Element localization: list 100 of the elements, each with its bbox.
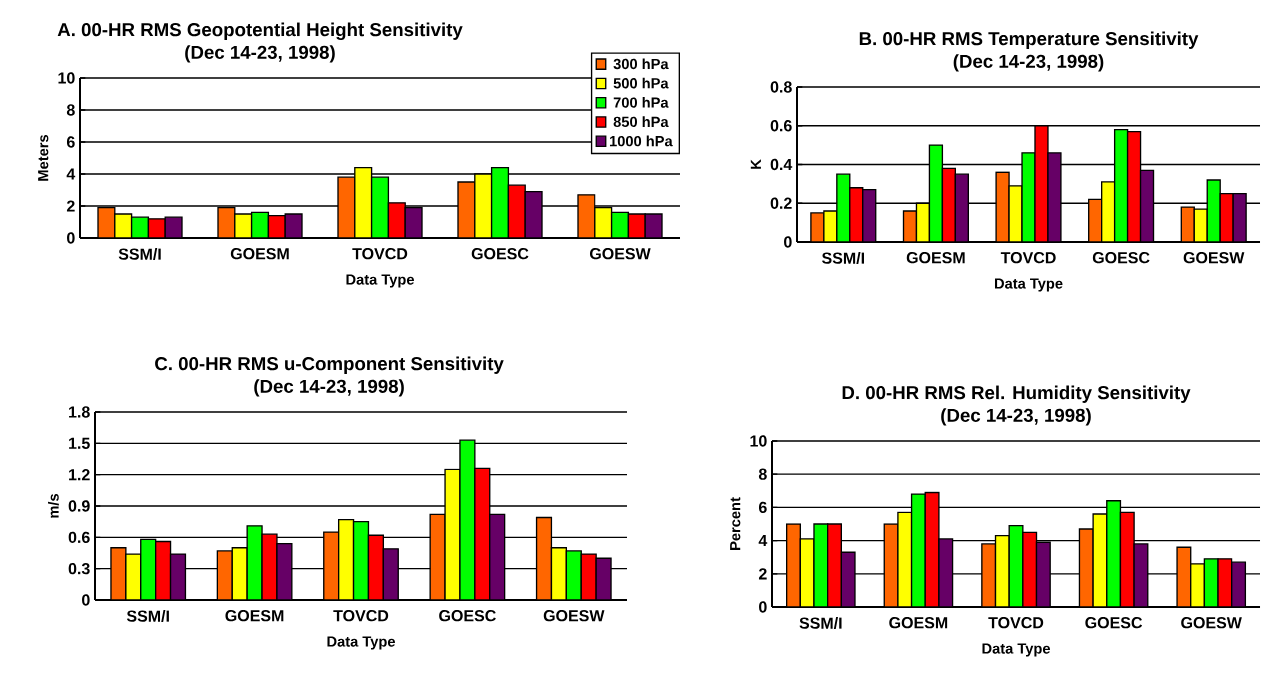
bar xyxy=(954,173,969,242)
bar xyxy=(994,534,1010,607)
bar xyxy=(1106,500,1122,607)
y-tick-label: 0.6 xyxy=(68,531,90,543)
y-tick-label: 1.5 xyxy=(69,437,90,449)
y-tick-label: 1.8 xyxy=(69,406,90,418)
bar xyxy=(489,513,506,600)
x-tick-label: TOVCD xyxy=(352,248,408,260)
bar xyxy=(507,184,526,238)
y-axis-title: K xyxy=(750,159,761,169)
y-tick-label: 1.2 xyxy=(69,469,90,481)
x-tick-label: GOESW xyxy=(1183,252,1245,264)
bar xyxy=(354,166,373,238)
y-tick-label: 0.3 xyxy=(68,563,90,575)
bar xyxy=(862,189,877,242)
bar xyxy=(474,173,493,238)
bar xyxy=(1113,128,1129,242)
bar xyxy=(370,176,390,238)
bar xyxy=(910,493,926,607)
bar xyxy=(154,540,172,600)
x-tick-label: GOESC xyxy=(471,248,529,260)
legend-label: 1000 hPa xyxy=(609,135,673,147)
chart-subtitle: (Dec 14-23, 1998) xyxy=(185,45,335,63)
bar xyxy=(169,553,187,600)
bar xyxy=(140,538,157,600)
y-axis-title: Meters xyxy=(38,134,49,181)
bar xyxy=(1035,541,1051,607)
bar xyxy=(337,518,355,600)
y-tick-label: 0 xyxy=(784,236,792,248)
x-tick-label: TOVCD xyxy=(333,610,389,622)
bar xyxy=(367,534,385,600)
bar xyxy=(216,550,233,600)
x-tick-label: GOESC xyxy=(1092,252,1150,264)
y-axis-title: Percent xyxy=(730,497,741,550)
legend-label: 300 hPa xyxy=(613,58,669,70)
y-tick-label: 0 xyxy=(67,232,75,244)
y-tick-label: 2 xyxy=(66,200,75,212)
bar xyxy=(535,516,553,600)
y-tick-label: 0.2 xyxy=(770,197,792,209)
bar xyxy=(826,523,842,607)
bar xyxy=(550,547,568,600)
x-tick-label: GOESW xyxy=(1181,617,1242,629)
y-tick-label: 8 xyxy=(758,468,767,480)
chart-title: A. 00-HR RMS Geopotential Height Sensitivity xyxy=(57,22,463,41)
x-tick-label: GOESW xyxy=(543,610,605,622)
y-tick-label: 0.9 xyxy=(68,500,90,512)
bar xyxy=(323,531,340,600)
y-axis-title: m/s xyxy=(47,493,59,518)
bar xyxy=(387,202,406,238)
legend-label: 500 hPa xyxy=(613,77,669,89)
x-tick-label: GOESM xyxy=(230,248,289,260)
chart-title: D. 00-HR RMS Rel. Humidity Sensitivity xyxy=(842,385,1191,403)
x-tick-label: GOESM xyxy=(889,617,948,629)
bar xyxy=(836,173,851,242)
y-tick-label: 4 xyxy=(66,168,76,180)
y-tick-label: 2 xyxy=(758,568,767,580)
x-tick-label: GOESM xyxy=(225,610,284,622)
x-tick-label: SSM/I xyxy=(126,610,169,622)
bar xyxy=(1231,561,1247,607)
y-tick-label: 6 xyxy=(66,136,75,148)
x-tick-label: GOESC xyxy=(439,610,496,622)
y-tick-label: 10 xyxy=(750,435,767,447)
x-tick-label: SSM/I xyxy=(118,248,161,260)
bar xyxy=(565,550,582,600)
x-axis-title: Data Type xyxy=(994,278,1063,292)
chart-title: B. 00-HR RMS Temperature Sensitivity xyxy=(859,31,1199,49)
y-tick-label: 0 xyxy=(759,601,767,613)
y-tick-label: 10 xyxy=(58,72,75,84)
legend-label: 850 hPa xyxy=(613,116,669,128)
y-tick-label: 4 xyxy=(758,535,768,547)
x-tick-label: GOESC xyxy=(1085,617,1143,629)
chart-subtitle: (Dec 14-23, 1998) xyxy=(254,379,404,397)
chart-title: C. 00-HR RMS u-Component Sensitivity xyxy=(155,356,504,374)
y-tick-label: 8 xyxy=(66,104,75,116)
y-tick-label: 6 xyxy=(758,501,767,514)
y-tick-label: 0.4 xyxy=(770,158,793,171)
bar xyxy=(382,548,399,600)
legend-label: 700 hPa xyxy=(613,96,669,108)
chart-subtitle: (Dec 14-23, 1998) xyxy=(941,408,1091,426)
x-tick-label: TOVCD xyxy=(1000,252,1056,264)
x-tick-label: SSM/I xyxy=(799,617,842,629)
y-tick-label: 0 xyxy=(82,594,90,606)
x-tick-label: GOESM xyxy=(906,252,965,264)
bar xyxy=(1139,169,1155,242)
bar xyxy=(594,206,613,238)
x-axis-title: Data Type xyxy=(327,636,395,650)
bar xyxy=(785,523,801,607)
chart-subtitle: (Dec 14-23, 1998) xyxy=(953,54,1104,72)
y-tick-label: 0.6 xyxy=(770,120,792,132)
x-tick-label: TOVCD xyxy=(988,617,1044,629)
bar xyxy=(352,521,370,600)
y-tick-label: 0.8 xyxy=(770,81,792,93)
x-axis-title: Data Type xyxy=(982,643,1051,657)
bar xyxy=(928,144,944,242)
x-axis-title: Data Type xyxy=(346,274,414,288)
bar xyxy=(1190,563,1206,607)
bar xyxy=(490,166,510,238)
x-tick-label: GOESW xyxy=(589,248,651,260)
x-tick-label: SSM/I xyxy=(821,252,865,264)
bar xyxy=(1206,179,1221,242)
